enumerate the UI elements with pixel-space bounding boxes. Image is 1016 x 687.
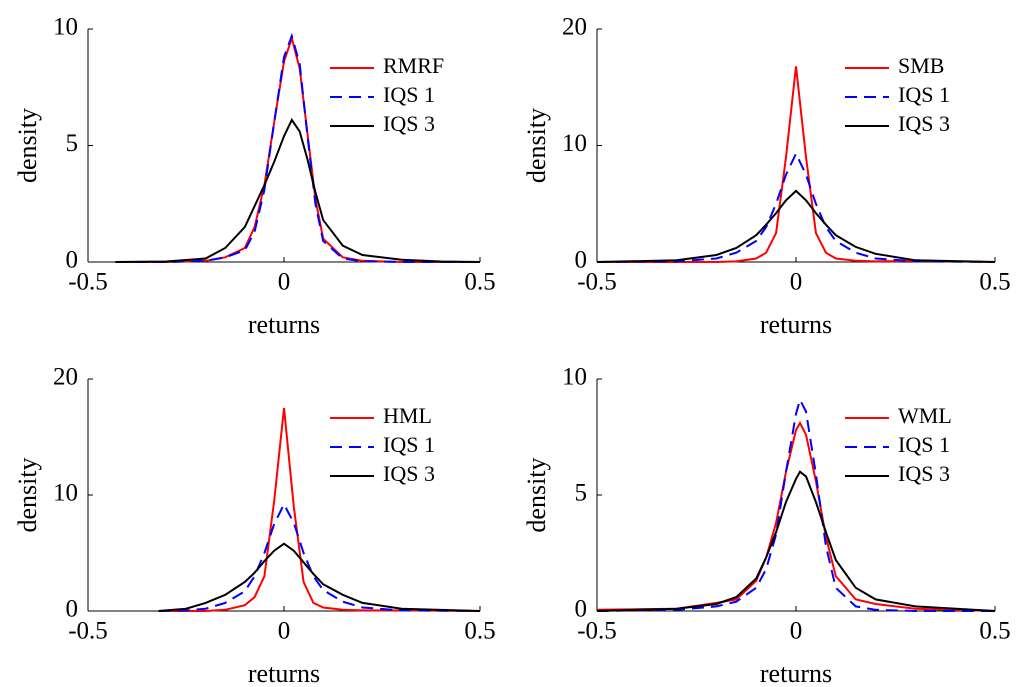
legend-label: IQS 1: [383, 432, 435, 457]
density-line: [158, 542, 481, 612]
y-tick-label: 0: [575, 247, 588, 274]
x-tick-label: 0: [790, 269, 803, 296]
x-axis-label: returns: [248, 659, 320, 687]
legend-label: IQS 3: [383, 461, 435, 486]
legend-label: IQS 3: [898, 111, 950, 136]
legend-label: RMRF: [383, 53, 444, 78]
y-tick-label: 0: [575, 596, 588, 623]
density-line: [158, 502, 481, 612]
y-tick-label: 0: [66, 596, 79, 623]
legend-label: HML: [383, 403, 432, 428]
x-tick-label: 0.5: [979, 618, 1010, 645]
density-line: [596, 151, 996, 263]
density-line: [597, 66, 996, 263]
y-tick-label: 20: [53, 364, 78, 391]
x-tick-label: -0.5: [577, 618, 617, 645]
x-tick-label: 0: [278, 269, 291, 296]
density-line: [596, 397, 995, 612]
y-tick-label: 0: [66, 247, 79, 274]
density-line: [596, 470, 996, 612]
y-tick-label: 10: [53, 14, 78, 41]
y-tick-label: 10: [53, 480, 78, 507]
legend-label: IQS 1: [898, 432, 950, 457]
legend-label: IQS 3: [898, 461, 950, 486]
density-line: [115, 32, 480, 263]
x-axis-label: returns: [760, 310, 832, 339]
y-tick-label: 5: [575, 480, 588, 507]
y-tick-label: 20: [562, 14, 587, 41]
density-line: [596, 189, 996, 263]
y-axis-label: density: [13, 457, 42, 532]
y-axis-label: density: [522, 108, 551, 183]
legend-label: IQS 1: [898, 82, 950, 107]
y-axis-label: density: [13, 108, 42, 183]
density-line: [596, 421, 996, 612]
legend-label: IQS 3: [383, 111, 435, 136]
y-axis-label: density: [522, 457, 551, 532]
y-tick-label: 5: [66, 130, 79, 157]
x-axis-label: returns: [248, 310, 320, 339]
x-axis-label: returns: [760, 659, 832, 687]
x-tick-label: 0.5: [464, 269, 495, 296]
x-tick-label: -0.5: [577, 269, 617, 296]
y-tick-label: 10: [562, 130, 587, 157]
legend-label: IQS 1: [383, 82, 435, 107]
x-tick-label: -0.5: [68, 618, 108, 645]
legend-label: WML: [898, 403, 952, 428]
x-tick-label: 0.5: [979, 269, 1010, 296]
x-tick-label: -0.5: [68, 269, 108, 296]
x-tick-label: 0.5: [464, 618, 495, 645]
density-line: [115, 117, 481, 263]
legend-label: SMB: [898, 53, 944, 78]
y-tick-label: 10: [562, 364, 587, 391]
density-line: [158, 407, 481, 612]
x-tick-label: 0: [790, 618, 803, 645]
x-tick-label: 0: [278, 618, 291, 645]
